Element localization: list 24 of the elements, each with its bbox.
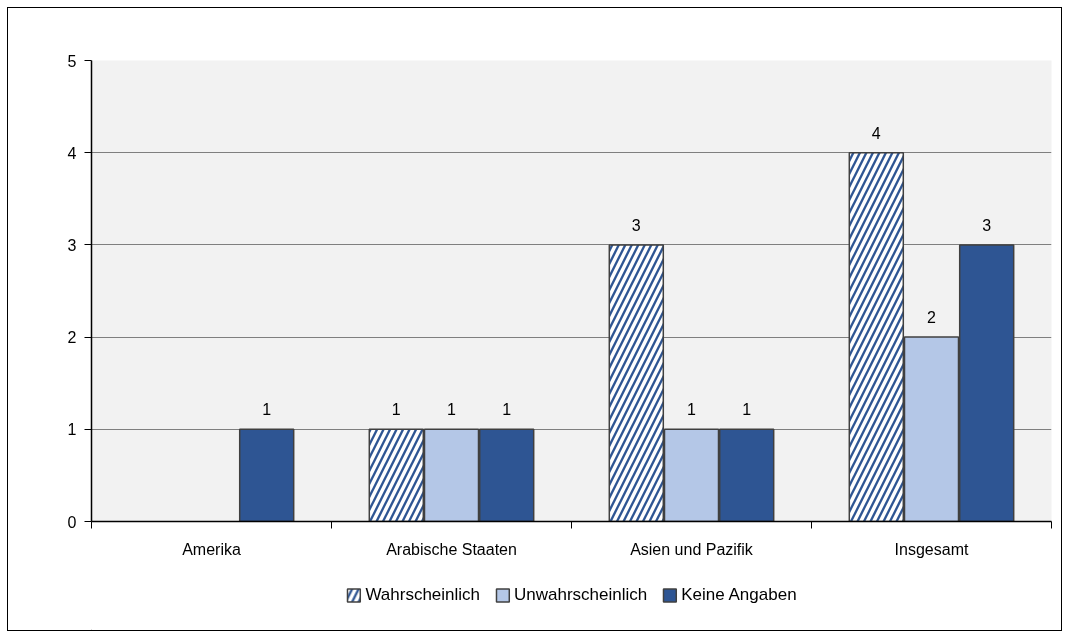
data-label: 3 — [631, 216, 641, 234]
x-tick-label: Arabische Staaten — [386, 540, 517, 558]
y-tick-label: 2 — [67, 329, 77, 347]
data-label: 4 — [871, 124, 881, 142]
x-tick-label: Insgesamt — [894, 540, 969, 558]
data-label: 1 — [502, 401, 512, 419]
data-label: 1 — [742, 401, 752, 419]
data-label: 2 — [927, 309, 937, 327]
x-tick-label: Amerika — [182, 540, 241, 558]
y-tick-label: 0 — [67, 513, 77, 531]
data-label: 1 — [687, 401, 697, 419]
legend-label: Unwahrscheinlich — [514, 585, 648, 605]
y-tick-label: 3 — [67, 236, 77, 254]
data-label: 1 — [447, 401, 457, 419]
legend-label: Wahrscheinlich — [365, 585, 481, 605]
data-label: 3 — [982, 216, 992, 234]
x-tick-label: Asien und Pazifik — [630, 540, 754, 558]
data-label: 1 — [262, 401, 272, 419]
legend-label: Keine Angaben — [681, 585, 797, 605]
y-tick-label: 1 — [67, 421, 77, 439]
bar — [238, 428, 295, 522]
y-tick-label: 5 — [67, 52, 77, 70]
y-tick-label: 4 — [67, 144, 77, 162]
data-label: 1 — [391, 401, 401, 419]
